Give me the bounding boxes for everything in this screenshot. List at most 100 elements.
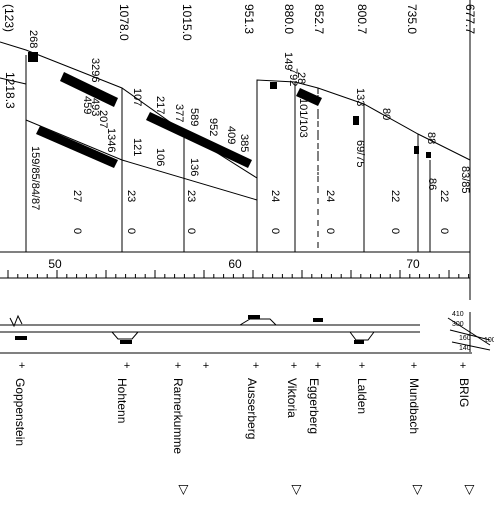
figure-label: 86 <box>426 178 438 190</box>
mini-labels: 410 300 160 140 100 <box>452 311 494 352</box>
elevation-label: 1078.0 <box>117 4 131 41</box>
figure-label: 792 <box>287 68 299 86</box>
track-mark <box>15 336 27 340</box>
figure-label: 589 <box>188 108 200 126</box>
gradient-bands <box>28 52 431 168</box>
mini-line <box>447 317 491 346</box>
km-label: 70 <box>406 257 420 271</box>
band <box>36 126 118 168</box>
figure-label: 23 <box>185 190 197 202</box>
figure-label: 159/85/84/87 <box>29 146 41 210</box>
figure-label: 88 <box>425 132 437 144</box>
elevation-label: 1218.3 <box>3 72 17 109</box>
figure-label: 0 <box>438 228 450 234</box>
figure-label: 493 <box>89 98 101 116</box>
mini-line <box>451 341 491 351</box>
km-labels: 50 60 70 <box>48 257 420 271</box>
elevation-label: 735.0 <box>405 4 419 34</box>
band-tick <box>414 146 419 154</box>
figure-label: 409 <box>225 126 237 144</box>
band-tick <box>270 82 277 89</box>
track-mark <box>313 318 323 322</box>
figure-label: 377 <box>173 104 185 122</box>
figure-label: 459 <box>81 96 93 114</box>
figure-label: 24 <box>324 190 336 202</box>
band <box>296 88 322 106</box>
figure-label: 24 <box>269 190 281 202</box>
direction-marker-icon: ▷ <box>411 485 426 495</box>
gradient-profile <box>0 0 471 253</box>
station-sketch <box>111 331 139 340</box>
station-tick: + <box>203 360 209 372</box>
figure-label: 22 <box>389 190 401 202</box>
brig-mini-diagram <box>447 312 491 352</box>
figure-label: 3296 <box>89 58 101 82</box>
figure-label: 0 <box>269 228 281 234</box>
station-name: Viktoria <box>285 378 299 418</box>
figure-label: 22 <box>438 190 450 202</box>
figure-label: 0 <box>389 228 401 234</box>
elevation-label: (123) <box>2 4 16 32</box>
km-label: 50 <box>48 257 62 271</box>
figure-label: 101/103 <box>297 98 309 138</box>
station-name: Mundbach <box>407 378 421 434</box>
mini-label: 100 <box>484 337 494 344</box>
figure-label: 28 <box>295 72 307 84</box>
figure-label: 106 <box>154 148 166 166</box>
figure-label: 0 <box>71 228 83 234</box>
elevation-label: 852.7 <box>312 4 326 34</box>
direction-marker-icon: ▷ <box>463 485 478 495</box>
km-ticks <box>7 270 470 278</box>
track-mark <box>120 340 132 344</box>
band-tick <box>28 52 38 62</box>
portal-sketch <box>9 314 23 328</box>
band <box>60 72 118 107</box>
station-name: Ausserberg <box>245 378 259 439</box>
station-tick: + <box>359 360 365 372</box>
figure-label: 80 <box>380 108 392 120</box>
station-tick: + <box>291 360 297 372</box>
elevation-label: 1015.0 <box>180 4 194 41</box>
station-tick: + <box>411 360 417 372</box>
band-tick <box>426 152 431 158</box>
elevation-label: 800.7 <box>355 4 369 34</box>
figure-label: 83/85 <box>459 166 471 194</box>
station-name: Rarnerkumme <box>171 378 185 454</box>
km-axis <box>0 252 471 300</box>
station-name: Eggerberg <box>307 378 321 434</box>
station-tick: + <box>19 360 25 372</box>
figure-label: 207 <box>97 110 109 128</box>
km-label: 60 <box>228 257 242 271</box>
elevation-label: 951.3 <box>242 4 256 34</box>
band-tick <box>353 116 359 125</box>
gradient-line-upper <box>0 41 471 179</box>
figure-label: 0 <box>324 228 336 234</box>
station-sketch <box>239 318 277 326</box>
mini-label: 300 <box>452 321 464 328</box>
figure-label: 952 <box>207 118 219 136</box>
figure-label: 107 <box>131 88 143 106</box>
figure-label: 121 <box>131 138 143 156</box>
gradient-line-lower <box>25 119 258 201</box>
figure-label: 1346 <box>105 128 117 152</box>
station-tick: + <box>253 360 259 372</box>
elevation-label: 677.7 <box>463 4 477 34</box>
station-sketch <box>349 331 375 341</box>
figure-label: 385 <box>238 134 250 152</box>
gradient-line-stub <box>0 77 27 85</box>
direction-marker-icon: ▷ <box>177 485 192 495</box>
station-name: BRIG <box>457 378 471 407</box>
station-tick: + <box>124 360 130 372</box>
station-tick: + <box>175 360 181 372</box>
figure-label: 217 <box>154 96 166 114</box>
figure-label: 149 <box>282 52 294 70</box>
station-ticks: + + + + + + + + + + <box>19 360 466 372</box>
elevation-label: 880.0 <box>282 4 296 34</box>
track-sketch <box>0 314 420 341</box>
figure-label: 23 <box>125 190 137 202</box>
figure-label: 27 <box>71 190 83 202</box>
